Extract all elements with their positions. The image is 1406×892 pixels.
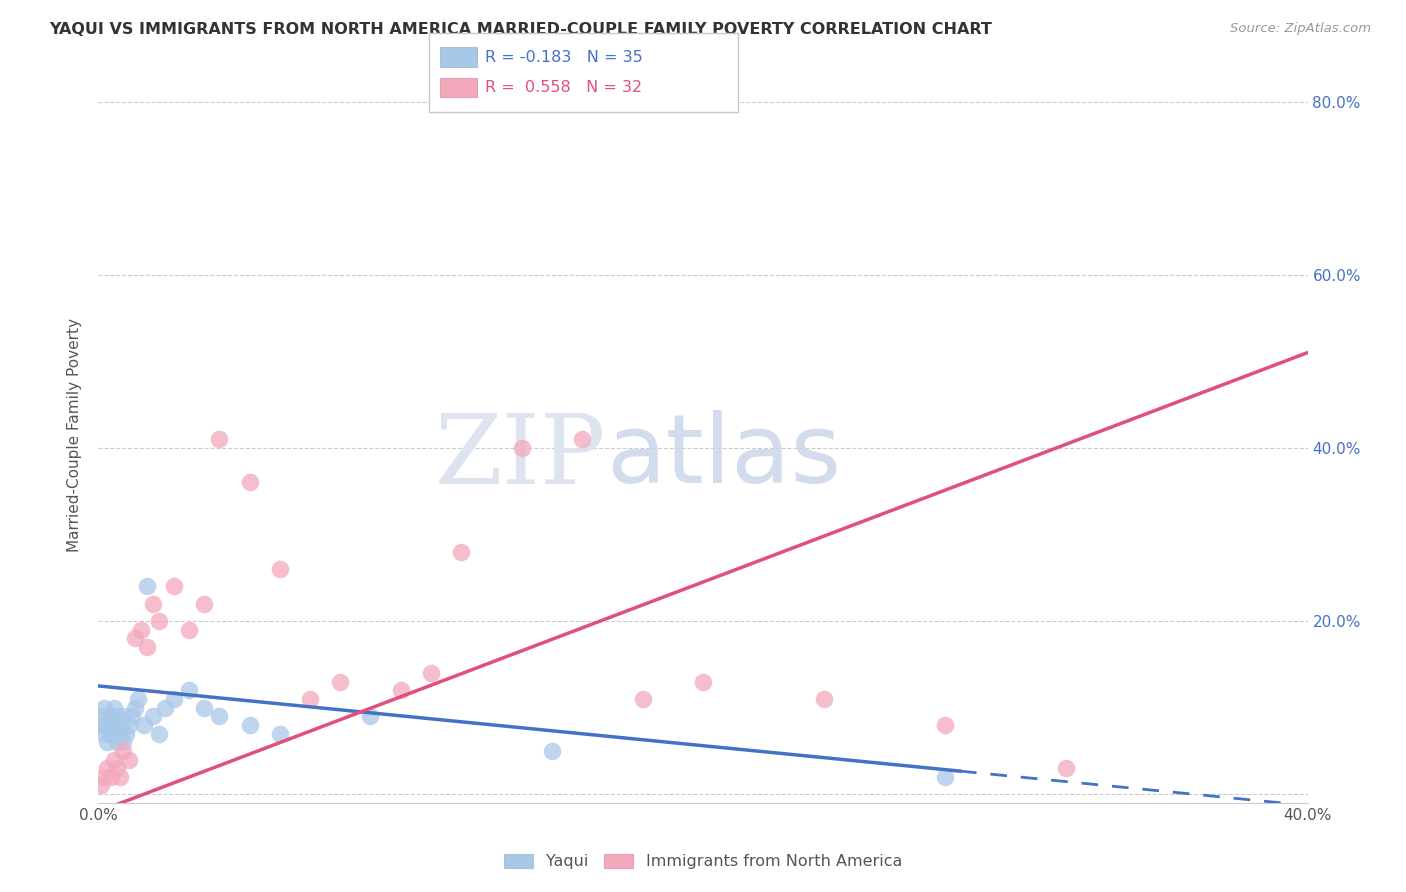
Y-axis label: Married-Couple Family Poverty: Married-Couple Family Poverty xyxy=(67,318,83,552)
Point xyxy=(510,441,533,455)
Point xyxy=(692,674,714,689)
Point xyxy=(148,614,170,628)
Point xyxy=(193,597,215,611)
Point xyxy=(329,674,352,689)
Point xyxy=(108,770,131,784)
Point xyxy=(93,700,115,714)
Point xyxy=(105,709,128,723)
Point xyxy=(90,709,112,723)
Point xyxy=(100,726,122,740)
Point xyxy=(105,735,128,749)
Point xyxy=(360,709,382,723)
Point xyxy=(934,718,956,732)
Point xyxy=(148,726,170,740)
Point xyxy=(90,779,112,793)
Point xyxy=(103,718,125,732)
Point xyxy=(105,761,128,775)
Point xyxy=(631,692,654,706)
Point xyxy=(142,709,165,723)
Point xyxy=(118,718,141,732)
Point xyxy=(100,709,122,723)
Point xyxy=(108,718,131,732)
Point xyxy=(193,700,215,714)
Point xyxy=(239,475,262,490)
Point xyxy=(132,718,155,732)
Point xyxy=(124,700,146,714)
Point xyxy=(127,692,149,706)
Point xyxy=(179,683,201,698)
Point xyxy=(163,692,186,706)
Point xyxy=(299,692,322,706)
Point xyxy=(114,726,136,740)
Point xyxy=(179,623,201,637)
Point xyxy=(103,700,125,714)
Point xyxy=(1054,761,1077,775)
Point xyxy=(153,700,176,714)
Point xyxy=(129,623,152,637)
Point xyxy=(208,432,231,446)
Text: ZIP: ZIP xyxy=(434,410,606,504)
Point xyxy=(269,562,291,576)
Point xyxy=(111,744,134,758)
Point xyxy=(93,726,115,740)
Point xyxy=(124,632,146,646)
Point xyxy=(239,718,262,732)
Point xyxy=(135,579,157,593)
Point xyxy=(96,761,118,775)
Point xyxy=(571,432,593,446)
Point xyxy=(813,692,835,706)
Point xyxy=(100,770,122,784)
Point xyxy=(118,752,141,766)
Point xyxy=(108,726,131,740)
Text: YAQUI VS IMMIGRANTS FROM NORTH AMERICA MARRIED-COUPLE FAMILY POVERTY CORRELATION: YAQUI VS IMMIGRANTS FROM NORTH AMERICA M… xyxy=(49,22,993,37)
Point xyxy=(111,709,134,723)
Point xyxy=(269,726,291,740)
Text: atlas: atlas xyxy=(606,410,841,503)
Point xyxy=(163,579,186,593)
Text: R =  0.558   N = 32: R = 0.558 N = 32 xyxy=(485,80,643,95)
Point xyxy=(135,640,157,654)
Point xyxy=(142,597,165,611)
Point xyxy=(93,770,115,784)
Point xyxy=(121,709,143,723)
Point xyxy=(96,735,118,749)
Point xyxy=(111,735,134,749)
Point xyxy=(103,752,125,766)
Text: Source: ZipAtlas.com: Source: ZipAtlas.com xyxy=(1230,22,1371,36)
Point xyxy=(208,709,231,723)
Point xyxy=(96,718,118,732)
Point xyxy=(90,718,112,732)
Point xyxy=(389,683,412,698)
Point xyxy=(934,770,956,784)
Point xyxy=(540,744,562,758)
Text: R = -0.183   N = 35: R = -0.183 N = 35 xyxy=(485,50,643,64)
Point xyxy=(420,665,443,680)
Legend: Yaqui, Immigrants from North America: Yaqui, Immigrants from North America xyxy=(498,847,908,876)
Point xyxy=(450,545,472,559)
